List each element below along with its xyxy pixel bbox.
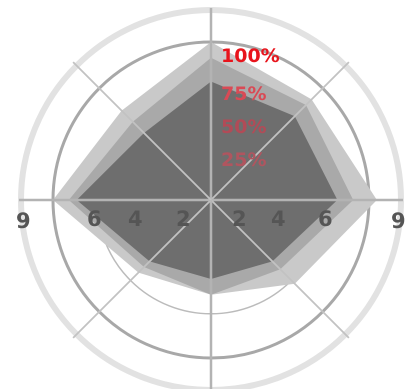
percent-label-75: 75% (221, 83, 266, 105)
series-area-3 (76, 81, 338, 279)
axis-label-left-6: 6 (87, 207, 102, 231)
axis-label-right-2: 2 (232, 207, 247, 231)
axis-label-right-6: 6 (318, 207, 333, 231)
percent-label-100: 100% (221, 45, 280, 67)
axis-label-left-9: 9 (16, 209, 31, 233)
axis-label-left-2: 2 (176, 207, 191, 231)
spoke-6 (72, 199, 212, 339)
spoke-2 (210, 61, 350, 201)
grid-spokes (19, 8, 403, 389)
series-group (53, 42, 377, 295)
percent-label-25: 25% (221, 149, 266, 171)
axis-label-right-4: 4 (271, 207, 286, 231)
spoke-4 (210, 199, 350, 339)
axis-label-right-9: 9 (391, 209, 406, 233)
axis-label-left-4: 4 (128, 207, 143, 231)
percent-labels: 100% 75% 50% 25% (221, 45, 280, 171)
axis-labels: 9 6 4 2 2 4 6 9 (16, 207, 406, 233)
percent-label-50: 50% (221, 116, 266, 138)
spoke-8 (72, 61, 212, 201)
